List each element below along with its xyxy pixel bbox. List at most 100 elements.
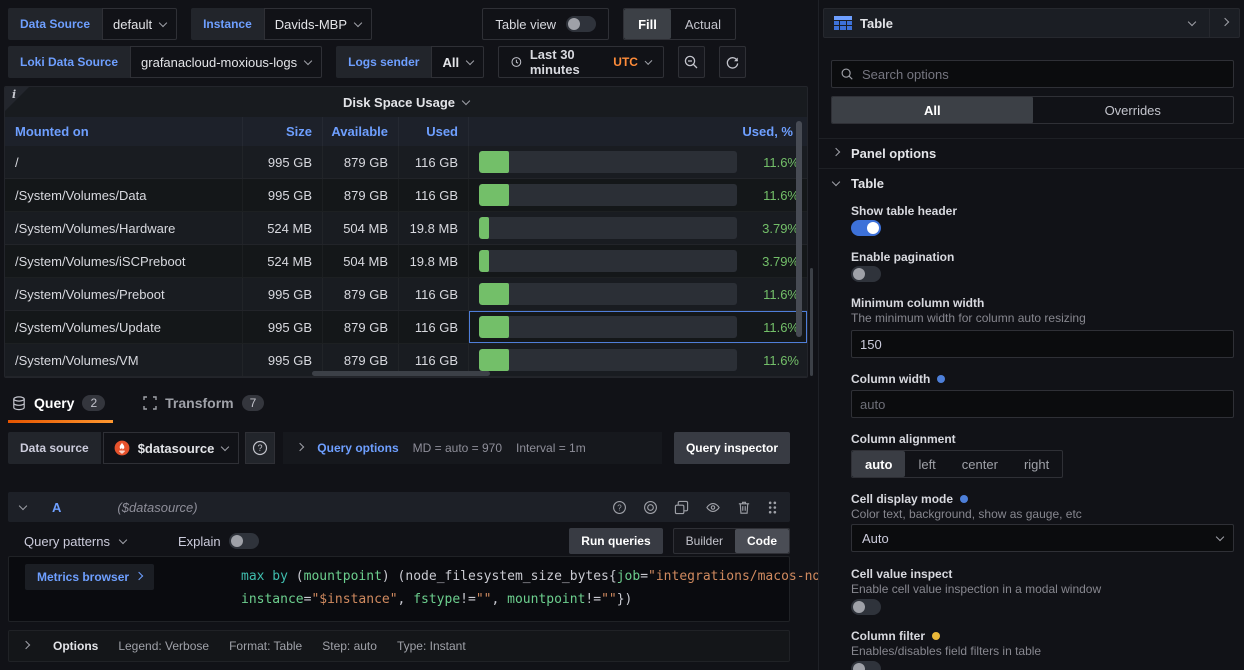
trash-icon[interactable] — [737, 500, 751, 515]
chevron-down-icon[interactable] — [18, 501, 28, 510]
cell-size[interactable]: 995 GB — [243, 278, 323, 310]
time-range-picker[interactable]: Last 30 minutes UTC — [498, 46, 664, 78]
promql-code-editor[interactable]: Metrics browser max by (mountpoint) (nod… — [8, 556, 852, 622]
cell-used[interactable]: 19.8 MB — [399, 212, 469, 244]
cell-available[interactable]: 879 GB — [323, 146, 399, 178]
query-inspector-button[interactable]: Query inspector — [673, 432, 790, 464]
query-datasource-select[interactable]: $datasource — [102, 432, 240, 464]
cell-available[interactable]: 879 GB — [323, 311, 399, 343]
help-circle-icon[interactable]: ? — [612, 500, 627, 515]
cell-mounted-on[interactable]: /System/Volumes/iSCPreboot — [5, 245, 243, 277]
datasource-value[interactable]: default — [102, 8, 178, 40]
cell-available[interactable]: 879 GB — [323, 179, 399, 211]
drag-handle-icon[interactable] — [767, 500, 778, 515]
query-ref-id[interactable]: A — [52, 499, 62, 515]
zoom-out-button[interactable] — [677, 46, 705, 78]
collapse-options-button[interactable] — [1209, 9, 1239, 37]
cell-size[interactable]: 524 MB — [243, 245, 323, 277]
options-search[interactable] — [831, 60, 1234, 88]
cell-used[interactable]: 19.8 MB — [399, 245, 469, 277]
tab-all[interactable]: All — [832, 97, 1033, 123]
column-header-size[interactable]: Size — [243, 117, 323, 146]
tab-query[interactable]: Query 2 — [8, 388, 114, 423]
cell-used[interactable]: 116 GB — [399, 311, 469, 343]
refresh-button[interactable] — [718, 46, 747, 78]
cell-size[interactable]: 995 GB — [243, 146, 323, 178]
code-mode-button[interactable]: Code — [735, 529, 789, 553]
duplicate-icon[interactable] — [674, 500, 689, 515]
options-toggle-label[interactable]: Options — [53, 639, 99, 653]
cell-mounted-on[interactable]: /System/Volumes/VM — [5, 344, 243, 376]
cell-used-gauge[interactable]: 11.6% — [469, 344, 807, 376]
cell-size[interactable]: 524 MB — [243, 212, 323, 244]
panel-header[interactable]: Disk Space Usage — [5, 87, 807, 117]
alignment-auto-button[interactable]: auto — [852, 451, 906, 477]
cell-used-gauge[interactable]: 11.6% — [469, 311, 807, 343]
explain-toggle[interactable] — [228, 533, 259, 549]
cell-available[interactable]: 504 MB — [323, 212, 399, 244]
cell-size[interactable]: 995 GB — [243, 344, 323, 376]
alignment-center-button[interactable]: center — [961, 456, 998, 472]
actual-button[interactable]: Actual — [684, 16, 721, 32]
query-options-label[interactable]: Query options — [317, 441, 399, 455]
query-options-strip[interactable]: Query options MD = auto = 970 Interval =… — [283, 432, 662, 464]
cell-mounted-on[interactable]: /System/Volumes/Data — [5, 179, 243, 211]
query-code-text[interactable]: max by (mountpoint) (node_filesystem_siz… — [241, 565, 852, 611]
datasource-picker[interactable]: Data Source default — [8, 8, 178, 40]
query-patterns-button[interactable]: Query patterns — [24, 533, 110, 549]
cell-used-gauge[interactable]: 3.79% — [469, 245, 807, 277]
alignment-left-button[interactable]: left — [918, 456, 936, 472]
table-view-toggle[interactable] — [566, 16, 597, 32]
cell-available[interactable]: 879 GB — [323, 278, 399, 310]
column-header-used-pct[interactable]: Used, % — [742, 124, 793, 139]
column-header-available[interactable]: Available — [323, 117, 399, 146]
section-table[interactable]: Table — [819, 168, 1244, 198]
datasource-help-button[interactable]: ? — [245, 432, 276, 464]
column-header-used[interactable]: Used — [399, 117, 469, 146]
disable-query-icon[interactable] — [643, 500, 658, 515]
cell-size[interactable]: 995 GB — [243, 179, 323, 211]
cell-mounted-on[interactable]: /System/Volumes/Preboot — [5, 278, 243, 310]
options-search-input[interactable] — [862, 66, 1225, 82]
instance-value[interactable]: Davids-MBP — [263, 8, 373, 40]
cell-used-gauge[interactable]: 11.6% — [469, 179, 807, 211]
logs-sender-picker[interactable]: Logs sender All — [336, 46, 485, 78]
tab-transform[interactable]: Transform 7 — [139, 388, 272, 423]
cell-value-inspect-toggle[interactable] — [851, 599, 881, 615]
cell-mounted-on[interactable]: / — [5, 146, 243, 178]
alignment-right-button[interactable]: right — [1023, 456, 1050, 472]
column-filter-toggle[interactable] — [851, 661, 881, 670]
column-width-input[interactable] — [851, 390, 1234, 418]
table-vertical-scrollbar[interactable] — [796, 121, 802, 337]
cell-mounted-on[interactable]: /System/Volumes/Hardware — [5, 212, 243, 244]
show-table-header-toggle[interactable] — [851, 220, 881, 236]
cell-used-gauge[interactable]: 11.6% — [469, 146, 807, 178]
query-ref-row[interactable]: A ($datasource) ? — [8, 492, 790, 522]
eye-icon[interactable] — [705, 500, 721, 515]
builder-mode-button[interactable]: Builder — [685, 534, 723, 548]
visualization-picker[interactable]: Table — [823, 8, 1240, 38]
fill-button[interactable]: Fill — [624, 9, 671, 39]
section-scrollbar[interactable] — [810, 268, 813, 376]
cell-used-gauge[interactable]: 11.6% — [469, 278, 807, 310]
loki-datasource-value[interactable]: grafanacloud-moxious-logs — [130, 46, 323, 78]
query-options-footer[interactable]: Options Legend: Verbose Format: Table St… — [8, 630, 790, 662]
cell-mounted-on[interactable]: /System/Volumes/Update — [5, 311, 243, 343]
run-queries-button[interactable]: Run queries — [569, 528, 663, 554]
enable-pagination-toggle[interactable] — [851, 266, 881, 282]
cell-available[interactable]: 879 GB — [323, 344, 399, 376]
min-column-width-input[interactable] — [851, 330, 1234, 358]
cell-used-gauge[interactable]: 3.79% — [469, 212, 807, 244]
cell-used[interactable]: 116 GB — [399, 344, 469, 376]
chevron-down-icon[interactable] — [1187, 17, 1197, 26]
logs-sender-value[interactable]: All — [431, 46, 485, 78]
cell-used[interactable]: 116 GB — [399, 278, 469, 310]
panel-info-corner[interactable] — [5, 87, 29, 111]
cell-used[interactable]: 116 GB — [399, 146, 469, 178]
section-panel-options[interactable]: Panel options — [819, 138, 1244, 168]
cell-available[interactable]: 504 MB — [323, 245, 399, 277]
instance-picker[interactable]: Instance Davids-MBP — [191, 8, 373, 40]
loki-datasource-picker[interactable]: Loki Data Source grafanacloud-moxious-lo… — [8, 46, 323, 78]
cell-size[interactable]: 995 GB — [243, 311, 323, 343]
table-horizontal-scrollbar[interactable] — [312, 371, 490, 376]
